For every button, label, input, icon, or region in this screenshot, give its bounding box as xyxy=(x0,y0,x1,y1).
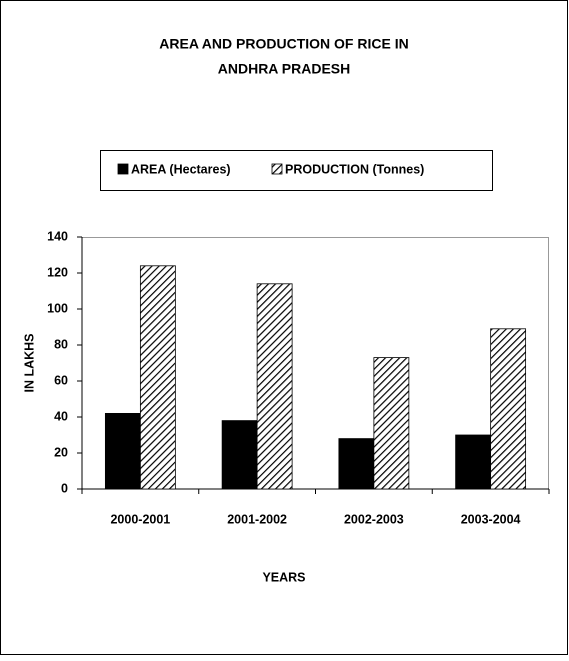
bar xyxy=(104,412,141,490)
legend-label: AREA (Hectares) xyxy=(131,162,231,176)
y-tick-label: 20 xyxy=(54,445,68,459)
legend-box xyxy=(100,150,493,191)
x-tick-label: 2002-2003 xyxy=(344,512,404,526)
chart-title: AREA AND PRODUCTION OF RICE IN xyxy=(159,36,408,52)
y-tick-label: 80 xyxy=(54,337,68,351)
y-tick-label: 100 xyxy=(47,301,68,315)
bar xyxy=(455,434,492,490)
legend-swatch xyxy=(271,163,283,175)
y-tick-label: 60 xyxy=(54,373,68,387)
y-tick-label: 0 xyxy=(61,481,68,495)
x-tick-label: 2003-2004 xyxy=(461,512,521,526)
chart-title: ANDHRA PRADESH xyxy=(218,61,351,77)
legend-label: PRODUCTION (Tonnes) xyxy=(285,162,424,176)
bar xyxy=(373,357,410,490)
y-axis-title: IN LAKHS xyxy=(22,333,36,392)
plot-border xyxy=(82,237,549,489)
x-axis-title: YEARS xyxy=(262,570,305,584)
bar xyxy=(338,438,375,490)
y-tick-label: 40 xyxy=(54,409,68,423)
bar xyxy=(490,328,527,490)
y-tick-label: 140 xyxy=(47,229,68,243)
y-tick-label: 120 xyxy=(47,265,68,279)
x-tick-label: 2001-2002 xyxy=(227,512,287,526)
legend-swatch xyxy=(117,163,129,175)
x-tick-label: 2000-2001 xyxy=(110,512,170,526)
bar xyxy=(256,283,293,490)
bar xyxy=(221,420,258,490)
bar xyxy=(139,265,176,490)
